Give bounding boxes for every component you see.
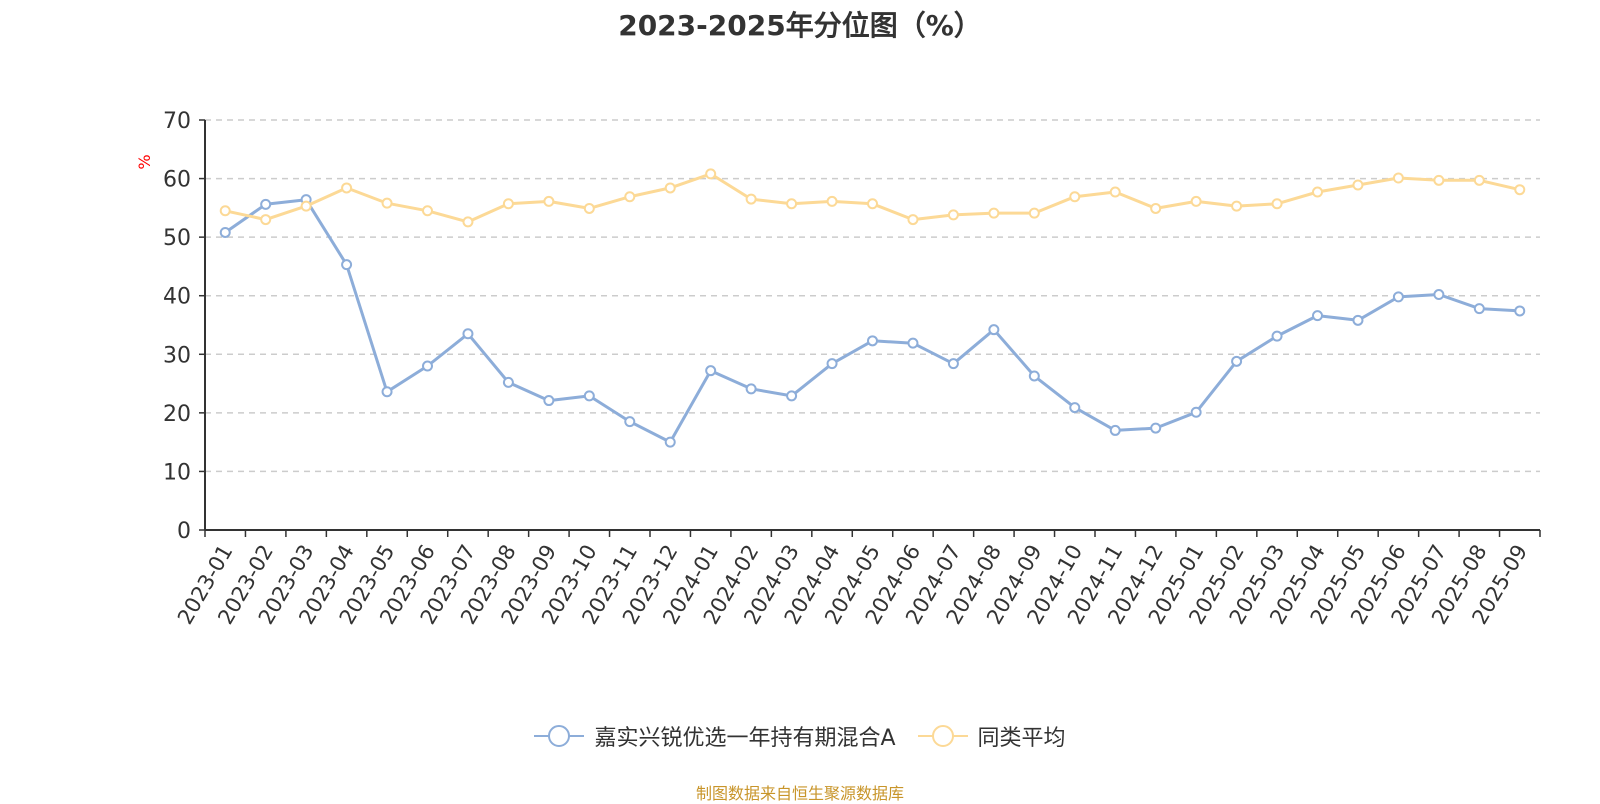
series-2-point: [867, 198, 878, 210]
series-2-point: [1514, 184, 1526, 196]
series-1-point: [1514, 305, 1526, 317]
legend: 嘉实兴锐优选一年持有期混合A 同类平均: [0, 720, 1600, 752]
series-2-point: [745, 193, 757, 205]
series-1-point: [867, 335, 878, 347]
series-1-point: [705, 365, 717, 377]
series-2-point: [664, 182, 676, 194]
series-2-point: [300, 200, 312, 212]
series-1-point: [1028, 370, 1040, 382]
series-2-point: [1028, 207, 1040, 219]
series-2-point: [1473, 174, 1485, 186]
series-2-point: [1150, 202, 1162, 214]
series-1-point: [1271, 330, 1283, 342]
series-2-point: [543, 195, 555, 207]
series-layer: [219, 168, 1526, 448]
series-line-1: [224, 198, 1520, 444]
y-tick-label: 60: [163, 168, 191, 193]
series-1-point: [462, 328, 474, 340]
series-1-point: [1473, 303, 1485, 315]
series-2-point: [705, 168, 717, 180]
series-2-point: [1190, 195, 1202, 207]
grid-layer: [205, 119, 1540, 473]
series-1-point: [947, 358, 959, 370]
series-1-point: [1190, 406, 1202, 418]
series-2-point: [219, 205, 231, 217]
series-2-point: [988, 207, 1000, 219]
series-1-point: [219, 226, 231, 238]
series-1-point: [1392, 291, 1404, 303]
series-1-point: [381, 386, 393, 398]
series-1-point: [341, 259, 353, 271]
series-2-point: [1433, 174, 1445, 186]
y-tick-label: 10: [163, 460, 191, 485]
chart-title: 2023-2025年分位图（%）: [618, 9, 982, 42]
y-tick-label: 50: [163, 226, 191, 251]
legend-swatch-series-1: [534, 725, 585, 747]
series-1-point: [988, 324, 1000, 336]
series-1-point: [745, 383, 757, 395]
series-2-point: [1069, 191, 1081, 203]
series-1-point: [1433, 289, 1445, 301]
y-tick-label: 0: [177, 519, 191, 544]
legend-label-series-2: 同类平均: [977, 726, 1066, 751]
series-2-point: [1352, 179, 1364, 191]
series-1-point: [1150, 422, 1162, 434]
series-2-point: [624, 191, 636, 203]
series-2-point: [907, 214, 919, 226]
series-2-point: [786, 198, 798, 210]
plot-area: 010203040506070%2023-012023-022023-03202…: [135, 109, 1541, 628]
series-1-point: [583, 390, 595, 402]
series-2-point: [341, 182, 353, 194]
series-1-point: [1312, 310, 1323, 322]
series-line-2: [224, 172, 1521, 224]
series-2-point: [260, 214, 272, 226]
legend-item-series-2[interactable]: 同类平均: [917, 720, 1066, 752]
series-1-point: [786, 390, 798, 402]
series-2-point: [583, 202, 595, 214]
series-1-point: [422, 360, 433, 372]
legend-label-series-1: 嘉实兴锐优选一年持有期混合A: [594, 726, 896, 751]
series-1-point: [826, 358, 838, 370]
series-1-point: [664, 436, 676, 448]
series-1-point: [1231, 355, 1243, 367]
series-1-point: [1069, 402, 1081, 414]
series-2-point: [1271, 198, 1283, 210]
series-1-point: [1352, 314, 1364, 326]
series-2-point: [947, 209, 959, 221]
series-2-point: [1312, 186, 1323, 198]
series-1-point: [543, 395, 555, 407]
series-2-point: [422, 205, 433, 217]
series-2-point: [462, 216, 474, 228]
series-2-point: [1109, 186, 1121, 198]
series-1-point: [502, 376, 514, 388]
series-2-point: [826, 195, 838, 207]
series-2-point: [502, 198, 514, 210]
legend-swatch-series-2: [917, 725, 968, 747]
y-tick-label: 40: [163, 285, 191, 310]
series-1-point: [1109, 424, 1121, 436]
series-1-point: [260, 198, 272, 210]
series-2-point: [381, 197, 393, 209]
y-tick-label: 30: [163, 343, 191, 368]
series-1-point: [624, 416, 636, 428]
source-note: 制图数据来自恒生聚源数据库: [695, 784, 904, 803]
y-axis-unit: %: [135, 154, 154, 169]
series-2-point: [1231, 200, 1243, 212]
y-tick-label: 20: [163, 402, 191, 427]
series-2-point: [1392, 172, 1404, 184]
y-tick-label: 70: [163, 109, 191, 134]
legend-item-series-1[interactable]: 嘉实兴锐优选一年持有期混合A: [534, 720, 896, 752]
series-1-point: [907, 337, 919, 349]
